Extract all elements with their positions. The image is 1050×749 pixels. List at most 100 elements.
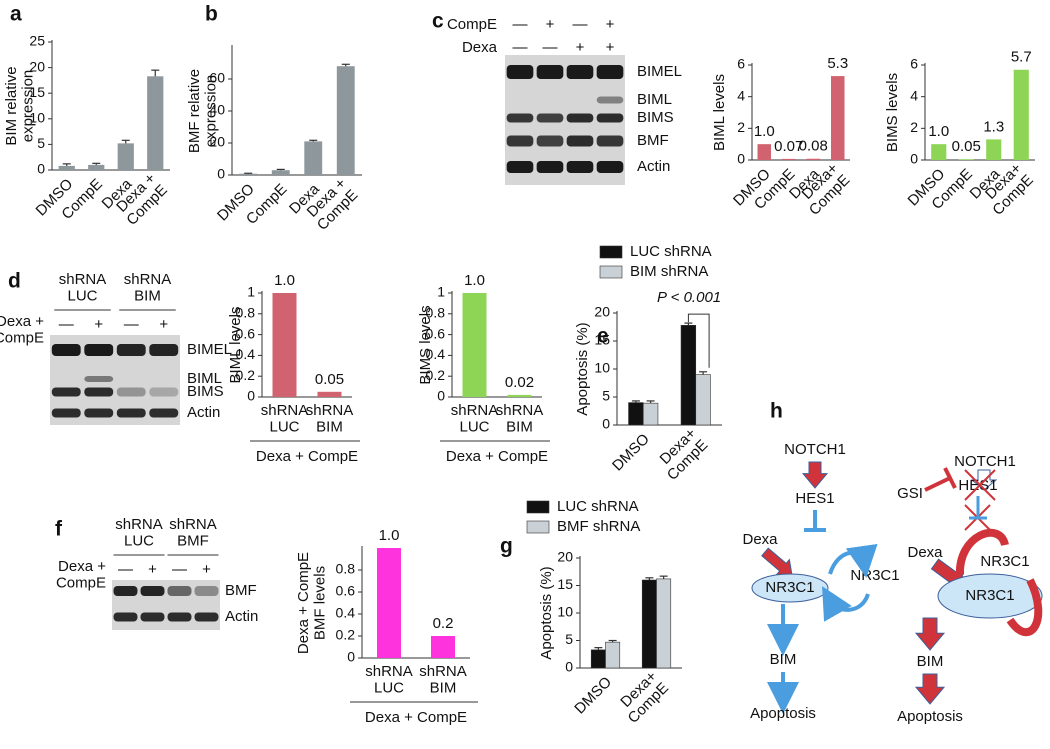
annotation: P < 0.001 [657,289,721,306]
x-tick-label: shRNA BIM [306,402,354,436]
bar [272,293,297,397]
x-tick-label: Dexa+CompE [613,668,672,727]
y-tick-label: 20 [29,58,45,74]
group-label: Dexa + CompE [365,709,467,726]
band [596,113,624,123]
band [116,344,146,356]
y-axis-label: BIMS levels [884,73,901,152]
lane-sign: + [576,39,585,56]
node: Dexa [907,544,943,561]
inhibition [804,510,826,532]
lane-header: shRNA BMF [169,516,217,550]
y-tick-label: 15 [557,576,573,592]
y-tick-label: 5 [602,388,610,404]
band [113,586,138,596]
y-tick-label: 0.8 [236,305,256,321]
lane-sign: + [546,16,555,33]
band-label: BMF [225,582,257,599]
band [140,612,165,622]
y-tick-label: 0.8 [426,305,446,321]
node: NOTCH1 [954,453,1016,470]
bar [931,144,947,160]
y-tick-label: 15 [29,84,45,100]
y-tick-label: 20 [557,549,573,565]
band [51,387,81,397]
node: HES1 [958,477,997,494]
y-axis-label: BIML levels [711,74,728,151]
band [536,161,564,173]
lane-sign: + [148,561,157,578]
band [506,65,534,79]
node: BIM [770,651,797,668]
bar [88,164,105,170]
band [194,586,219,596]
bar [656,578,672,669]
group-label: Dexa + CompE [446,448,548,465]
band-label: BIMEL [637,63,682,80]
x-tick-label: DMSO [609,431,653,475]
y-tick-label: 10 [557,604,573,620]
band-label: Actin [187,404,220,421]
lane-sign: — [172,561,187,578]
band [566,65,594,79]
x-tick-label: shRNA LUC [365,663,413,697]
band [149,408,179,418]
panel-label: g [500,535,513,558]
legend-label: BIM shRNA [630,263,708,280]
node-ellipse [937,573,1043,619]
band-label: Actin [637,158,670,175]
legend-label: LUC shRNA [630,243,712,260]
band [506,113,534,123]
band [536,135,564,147]
band [536,113,564,123]
band [506,161,534,173]
x-tick-label: shRNA BIM [496,402,544,436]
band [149,344,179,356]
arrow [828,543,878,578]
x-tick-label: Dexa+CompE [652,425,711,484]
bar [336,66,355,175]
panel-label: c [432,10,444,33]
y-axis-label: BMF relativeexpression [186,69,220,153]
arrow [914,617,946,651]
y-tick-label: 15 [594,332,610,348]
arrow [914,673,946,705]
node: BIM [917,653,944,670]
x-tick-label: shRNA LUC [261,402,309,436]
y-tick-label: 2 [737,119,745,135]
node: NOTCH1 [784,441,846,458]
value-label: 0.2 [433,615,454,632]
bar [695,374,711,426]
treatment-label: Dexa +CompE [0,313,44,347]
band-label: BMF [637,132,669,149]
arrow [822,586,870,622]
band [566,113,594,123]
bar [462,293,487,397]
value-label: 1.0 [464,272,485,289]
legend-swatch [599,265,623,279]
legend-swatch [526,520,550,534]
bar [239,173,258,175]
band [596,96,624,104]
value-label: 1.0 [379,527,400,544]
y-tick-label: 1 [247,284,255,300]
y-tick-label: 0 [602,416,610,432]
y-axis-label: Dexa + CompEBMF levels [295,552,329,654]
band [194,612,219,622]
lane-sign: — [573,16,588,33]
value-label: 1.3 [983,118,1004,135]
value-label: 0.07 [774,138,803,155]
y-tick-label: 4 [910,87,918,103]
value-label: 5.3 [827,55,848,72]
value-label: 1.0 [928,123,949,140]
band-label: BIML [187,370,222,387]
bar [1013,69,1029,160]
x-tick-label: shRNA LUC [451,402,499,436]
y-tick-label: 0 [565,659,573,675]
node: GSI [897,485,923,502]
legend-swatch [599,245,623,259]
lane-sign: — [513,39,528,56]
significance-bracket [687,313,710,368]
band-label: BIMS [637,109,674,126]
